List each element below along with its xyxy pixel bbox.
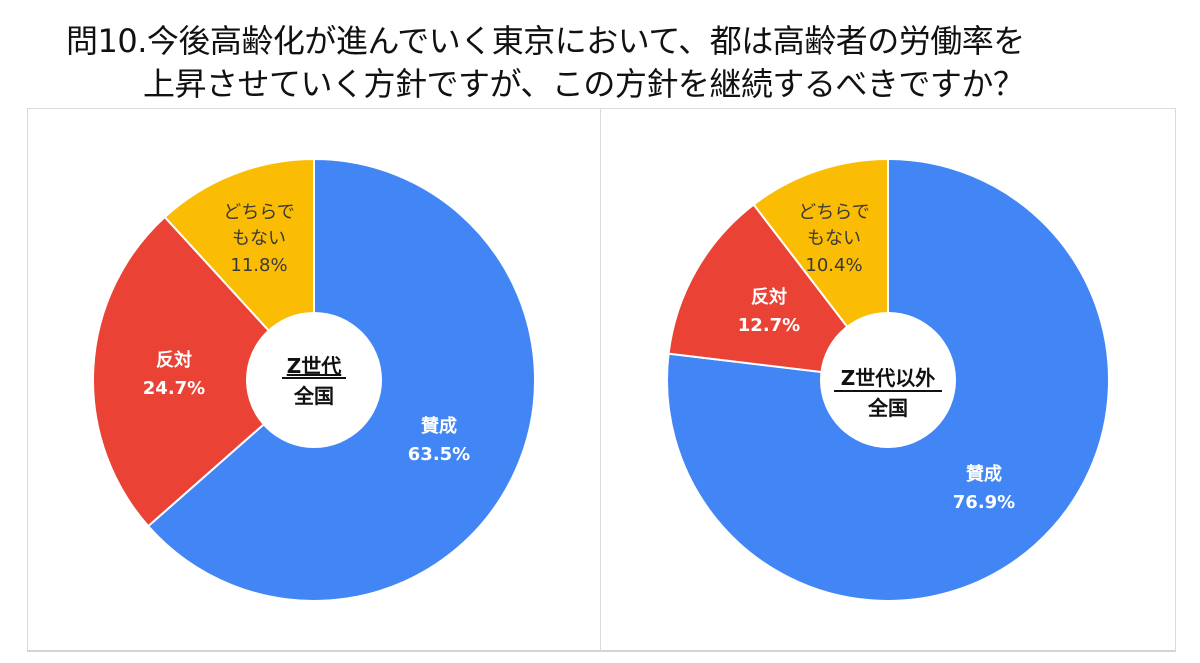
slice-agree: [666, 157, 1110, 602]
question-title-line2: 上昇させていく方針ですが、この方針を継続するべきですか？: [143, 65, 1025, 103]
slice-label-neither-2: もない: [232, 228, 286, 249]
center-label-group: Z世代以外: [841, 366, 936, 390]
donut-chart-non-gen-z: Z世代以外 全国 賛成 76.9% 反対 12.7% どちらで もない 10.4…: [666, 157, 1110, 602]
slice-value-agree: 76.9%: [953, 492, 1015, 513]
slice-disagree: [667, 203, 891, 382]
slice-value-agree: 63.5%: [408, 444, 470, 465]
panel-divider: [600, 108, 601, 652]
slice-label-disagree: 反対: [751, 286, 787, 308]
slice-label-neither-1: どちらで: [223, 202, 294, 223]
slice-label-agree: 賛成: [421, 415, 457, 437]
charts-panel-frame: [27, 108, 1176, 652]
pie-slices: [666, 157, 1110, 602]
slice-disagree: [92, 215, 316, 528]
question-title-line1: 問10.今後高齢化が進んでいく東京において、都は高齢者の労働率を: [66, 22, 1025, 60]
slice-value-disagree: 12.7%: [738, 315, 800, 336]
slice-label-disagree: 反対: [156, 349, 192, 371]
slice-value-neither: 11.8%: [230, 255, 287, 276]
slice-label-neither-2: もない: [807, 228, 861, 249]
center-label-scope: 全国: [293, 384, 334, 408]
donut-hole: [820, 312, 956, 448]
center-label-scope: 全国: [867, 396, 908, 420]
slice-value-disagree: 24.7%: [143, 378, 205, 399]
donut-chart-gen-z: Z世代 全国 賛成 63.5% 反対 24.7% どちらで もない 11.8%: [92, 157, 536, 602]
slice-value-neither: 10.4%: [805, 255, 862, 276]
center-label-group: Z世代: [287, 354, 342, 378]
slice-label-agree: 賛成: [966, 463, 1002, 485]
donut-hole: [246, 312, 382, 448]
slice-label-neither-1: どちらで: [798, 202, 869, 223]
